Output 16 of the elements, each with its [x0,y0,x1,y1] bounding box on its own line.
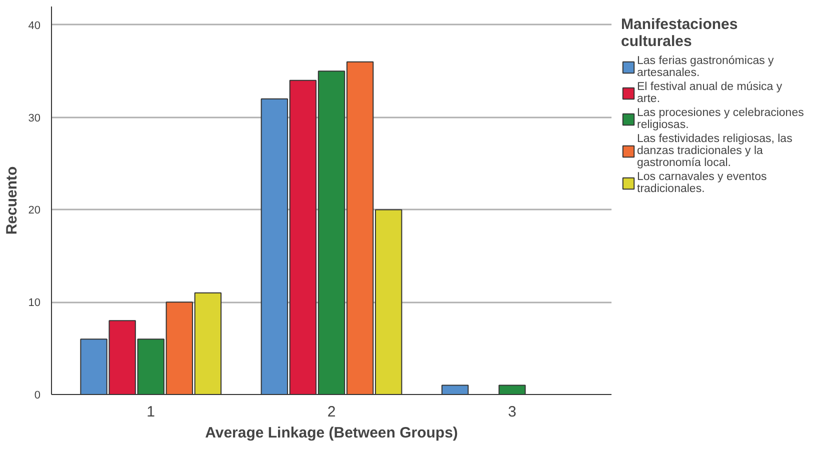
x-axis-title: Average Linkage (Between Groups) [205,424,458,442]
y-tick-label: 20 [28,204,41,217]
legend-label: Los carnavales y eventos tradicionales. [637,171,767,195]
y-axis-title: Recuento [3,166,20,235]
legend-label: Las procesiones y celebraciones religiosas. [637,107,804,131]
y-tick-label: 0 [34,390,41,402]
legend-label: Las ferias gastronómicas y artesanales. [637,55,774,79]
x-tick-label: 2 [327,404,336,420]
y-tick-label: 10 [28,297,41,310]
x-tick-label: 1 [146,404,156,420]
legend-label: El festival anual de música y arte. [637,81,782,105]
y-tick-label: 40 [28,20,41,32]
y-tick-label: 30 [28,112,41,124]
x-tick-label: 3 [508,404,516,420]
legend-label: Las festividades religiosas, las danzas tradicionales y la gastronomía local. [637,133,792,169]
legend-title: Manifestaciones culturales [621,16,739,50]
